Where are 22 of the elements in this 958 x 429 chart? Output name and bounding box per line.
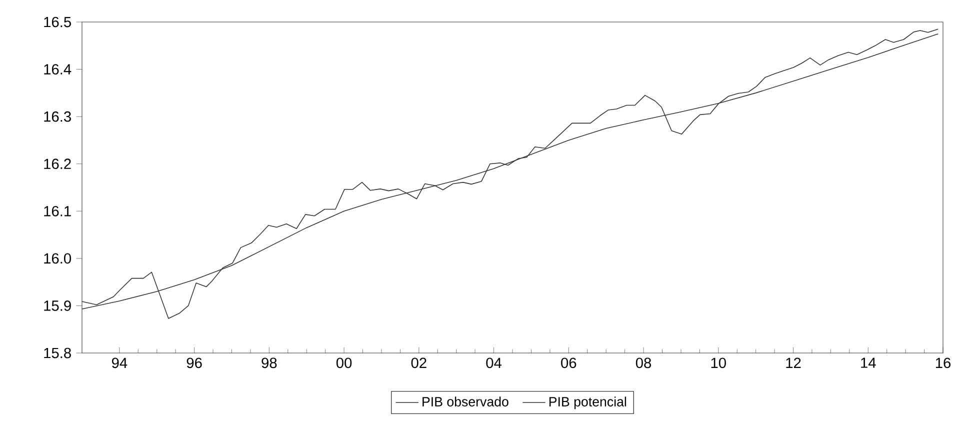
- x-tick-label: 98: [262, 358, 277, 368]
- x-tick-label: 16: [936, 358, 951, 368]
- x-tick-label: 02: [411, 358, 426, 368]
- y-tick-label: 16.0: [44, 253, 72, 264]
- x-tick-label: 04: [486, 358, 502, 368]
- y-tick-label: 16.4: [44, 64, 72, 74]
- x-tick-label: 10: [711, 358, 726, 368]
- y-tick-label: 15.8: [44, 348, 71, 358]
- y-tick-label: 16.1: [44, 206, 71, 216]
- legend-label: PIB potencial: [549, 396, 626, 410]
- x-tick-label: 00: [336, 358, 352, 368]
- x-tick-label: 96: [186, 358, 202, 368]
- y-tick-label: 16.2: [44, 158, 71, 170]
- x-tick-label: 14: [861, 358, 876, 368]
- x-tick-label: 12: [786, 358, 801, 368]
- x-tick-label: 08: [636, 358, 652, 368]
- x-tick-label: 94: [112, 358, 128, 368]
- y-tick-label: 16.5: [44, 16, 71, 28]
- legend-label: PIB observado: [422, 396, 508, 406]
- y-tick-label: 15.9: [44, 300, 71, 311]
- y-tick-label: 16.3: [44, 111, 71, 122]
- x-tick-label: 06: [561, 358, 576, 368]
